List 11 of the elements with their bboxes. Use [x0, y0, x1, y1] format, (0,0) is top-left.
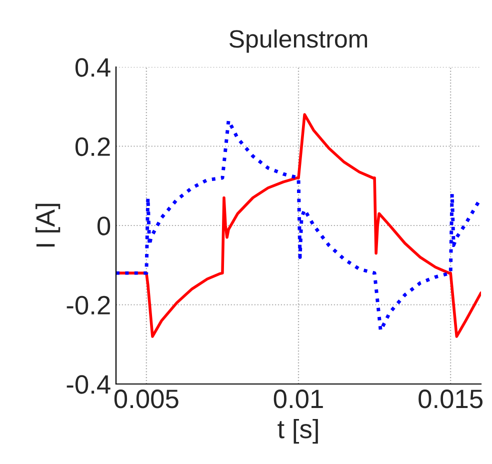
x-tick-label: 0.005: [114, 390, 178, 408]
chart-title: Spulenstrom: [229, 29, 368, 53]
y-tick-label: 0: [97, 216, 110, 236]
x-tick-label: 0.015: [418, 390, 482, 408]
y-tick-label: -0.4: [66, 375, 110, 394]
x-axis-title: t [s]: [278, 419, 318, 444]
y-axis-title: I [A]: [36, 204, 60, 247]
x-tick-label: 0.01: [274, 390, 323, 408]
y-tick-label: -0.2: [66, 296, 110, 315]
y-tick-label: 0.4: [75, 58, 110, 77]
y-tick-label: 0.2: [75, 137, 110, 156]
